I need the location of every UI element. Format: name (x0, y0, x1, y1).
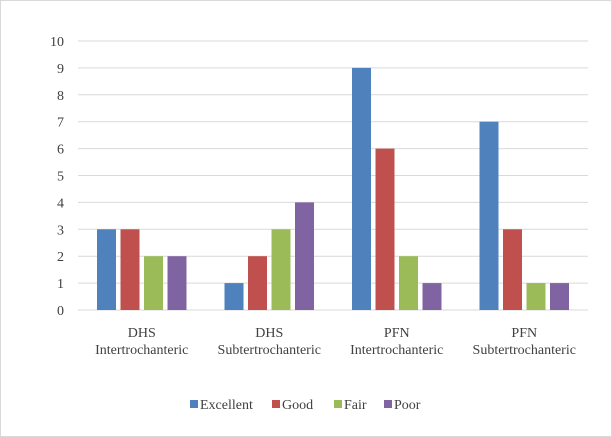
y-tick-label: 6 (57, 143, 64, 158)
legend-swatch-fair (334, 400, 342, 408)
bar-good-1 (120, 229, 140, 310)
bar-excellent-1 (97, 229, 116, 310)
x-category-label: PFN Subtertrochanteric (473, 326, 576, 358)
y-tick-label: 4 (57, 196, 64, 211)
y-tick-label: 2 (57, 250, 64, 265)
bar-good-4 (503, 229, 522, 310)
legend-label-poor: Poor (394, 398, 421, 413)
y-tick-label: 0 (57, 304, 64, 319)
legend-swatch-good (272, 400, 280, 408)
bar-excellent-3 (352, 67, 371, 311)
y-tick-label: 8 (57, 89, 64, 104)
bar-poor-1 (167, 256, 187, 310)
bar-good-2 (248, 256, 267, 310)
x-category-label: PFN Intertrochanteric (350, 326, 443, 358)
bar-fair-1 (144, 256, 163, 310)
y-tick-label: 1 (57, 277, 64, 292)
bar-poor-3 (422, 283, 442, 310)
y-tick-label: 5 (57, 170, 64, 185)
legend-swatch-excellent (190, 400, 198, 408)
bar-fair-2 (271, 229, 291, 310)
y-tick-label: 3 (57, 223, 64, 238)
x-category-label: DHS Intertrochanteric (95, 326, 188, 358)
legend-label-excellent: Excellent (200, 398, 253, 413)
bar-fair-3 (399, 256, 418, 310)
legend-label-fair: Fair (344, 398, 367, 413)
y-tick-label: 9 (57, 62, 64, 77)
bar-excellent-4 (479, 121, 499, 310)
bar-poor-4 (550, 283, 569, 310)
bar-poor-2 (295, 202, 314, 310)
bar-fair-4 (526, 283, 546, 310)
y-tick-label: 7 (57, 116, 64, 131)
legend-swatch-poor (384, 400, 392, 408)
x-category-label: DHS Subtertrochanteric (218, 326, 321, 358)
bar-excellent-2 (224, 283, 244, 310)
legend-label-good: Good (282, 398, 313, 413)
y-tick-label: 10 (50, 35, 64, 50)
bar-good-3 (375, 148, 395, 310)
